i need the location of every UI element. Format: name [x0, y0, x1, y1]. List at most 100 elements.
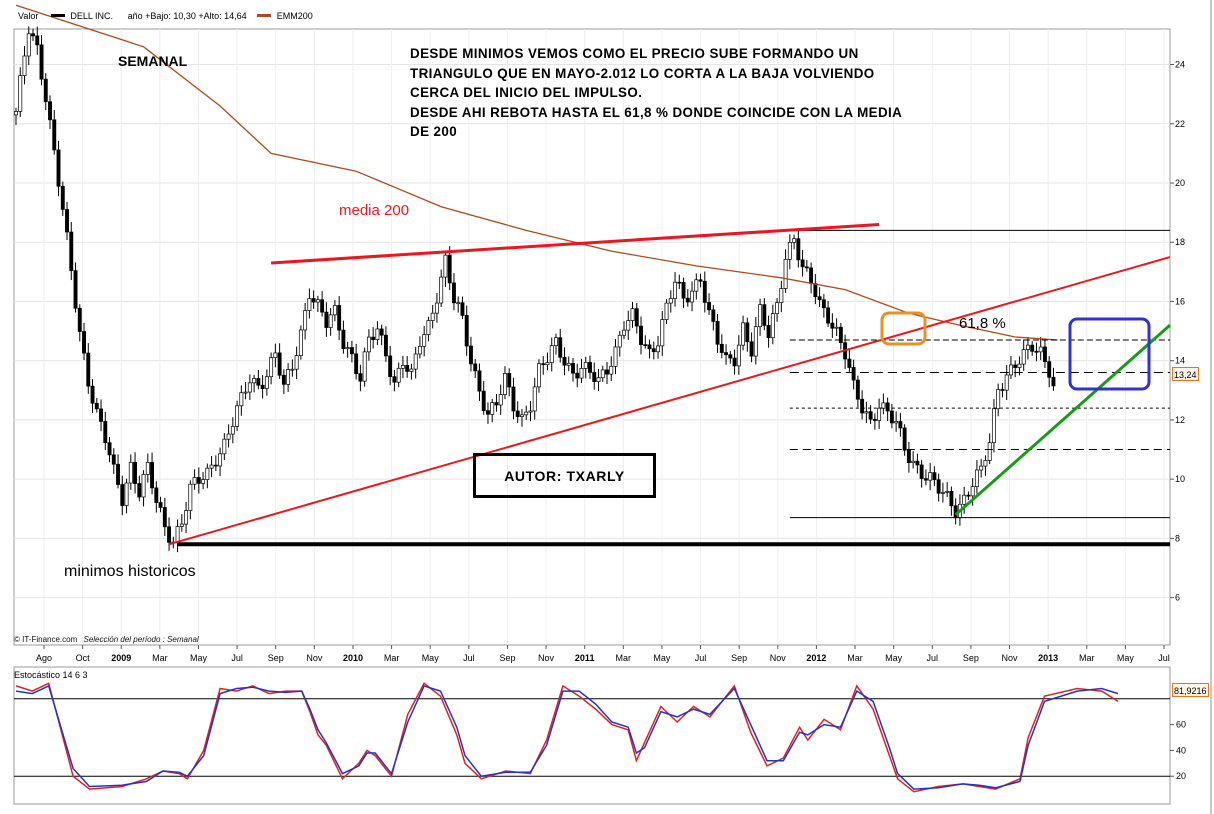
fib-618-label: 61,8 %: [959, 315, 1006, 332]
time-tick-label: Ago: [36, 653, 52, 663]
rebound-support-line: [954, 324, 1171, 516]
candle-body: [622, 329, 626, 336]
note-line: TRIANGULO QUE EN MAYO-2.012 LO CORTA A L…: [410, 65, 875, 81]
candle-body: [881, 402, 886, 409]
candle-body: [847, 358, 852, 368]
candle-body: [877, 407, 882, 421]
time-tick-label: Mar: [152, 653, 168, 663]
minimos-label: minimos historicos: [64, 563, 196, 580]
candle-body: [179, 523, 184, 527]
candle-body: [872, 418, 877, 421]
candle-body: [656, 345, 660, 353]
candle-body: [1008, 364, 1013, 376]
candle-body: [196, 477, 201, 484]
price-color-swatch: [50, 14, 65, 18]
candle-body: [558, 337, 563, 358]
candle-body: [1047, 361, 1052, 378]
candle-body: [932, 472, 937, 481]
time-tick-label: Oct: [76, 653, 91, 663]
candle-body: [724, 352, 729, 356]
candle-body: [332, 305, 337, 316]
candle-body: [133, 461, 138, 484]
candle-body: [864, 411, 869, 414]
fib-target-highlight-box: [1068, 317, 1151, 391]
candle-body: [494, 402, 499, 406]
candle-body: [77, 307, 82, 332]
candle-body: [124, 482, 129, 506]
candle-body: [800, 259, 805, 268]
stochastic-panel: [13, 666, 1171, 805]
author-box: AUTOR: TXARLY: [473, 453, 656, 498]
candle-body: [56, 149, 61, 187]
candle-body: [894, 421, 899, 424]
candle-body: [507, 373, 512, 388]
candle-body: [528, 410, 533, 413]
candle-body: [192, 477, 197, 485]
candle-body: [99, 408, 103, 422]
time-tick-label: May: [885, 653, 903, 663]
candle-body: [583, 362, 588, 369]
candle-body: [711, 309, 716, 322]
candle-body: [498, 394, 503, 406]
source-name: © IT-Finance.com: [14, 635, 78, 644]
candle-body: [90, 385, 95, 404]
candle-body: [664, 302, 669, 321]
candle-body: [685, 297, 690, 303]
candle-body: [137, 483, 142, 498]
candle-body: [371, 336, 376, 340]
candle-body: [111, 454, 116, 465]
time-tick-label: 2009: [111, 653, 131, 663]
candle-body: [315, 299, 320, 303]
candle-body: [919, 464, 924, 479]
candle-body: [430, 312, 435, 321]
candle-body: [834, 326, 839, 329]
candle-body: [413, 353, 418, 370]
candle-body: [503, 373, 507, 395]
note-line: DE 200: [410, 124, 458, 139]
candle-body: [43, 78, 48, 103]
candle-body: [898, 421, 903, 429]
price-tick-label: 22: [1175, 119, 1185, 129]
candle-body: [184, 510, 189, 525]
candle-body: [48, 101, 52, 121]
candle-body: [490, 402, 495, 415]
time-tick-label: Jul: [1158, 653, 1170, 663]
time-tick-label: Sep: [268, 653, 284, 663]
candle-body: [592, 372, 597, 382]
candle-body: [651, 348, 656, 353]
time-tick-label: Sep: [499, 653, 515, 663]
candle-body: [804, 266, 809, 269]
price-tick-label: 18: [1175, 237, 1185, 247]
candle-body: [486, 410, 490, 415]
candle-body: [566, 363, 571, 366]
candle-body: [668, 298, 673, 304]
candle-body: [451, 282, 456, 304]
candle-body: [14, 111, 18, 116]
candle-body: [213, 464, 218, 467]
candle-body: [218, 453, 223, 467]
candle-body: [94, 402, 99, 410]
candle-body: [855, 379, 860, 400]
time-tick-label: 2011: [575, 653, 595, 663]
candle-body: [698, 279, 703, 282]
time-tick-label: Jul: [927, 653, 939, 663]
candle-body: [456, 302, 461, 305]
candle-body: [86, 352, 91, 387]
candle-body: [383, 334, 388, 357]
price-tick-label: 6: [1175, 593, 1180, 603]
stochastic-label: Estocástico 14 6 3: [14, 670, 88, 680]
candle-body: [554, 337, 558, 347]
candle-body: [970, 486, 975, 497]
stoch-tick-label: 60: [1176, 720, 1186, 730]
candle-body: [320, 299, 325, 313]
candle-body: [613, 346, 618, 367]
candle-body: [188, 483, 193, 511]
time-tick-label: Sep: [731, 653, 747, 663]
candle-body: [1034, 350, 1039, 353]
candle-body: [707, 302, 712, 311]
candle-body: [681, 282, 686, 299]
candle-body: [447, 254, 452, 284]
candle-body: [775, 302, 780, 315]
candle-body: [949, 491, 954, 507]
